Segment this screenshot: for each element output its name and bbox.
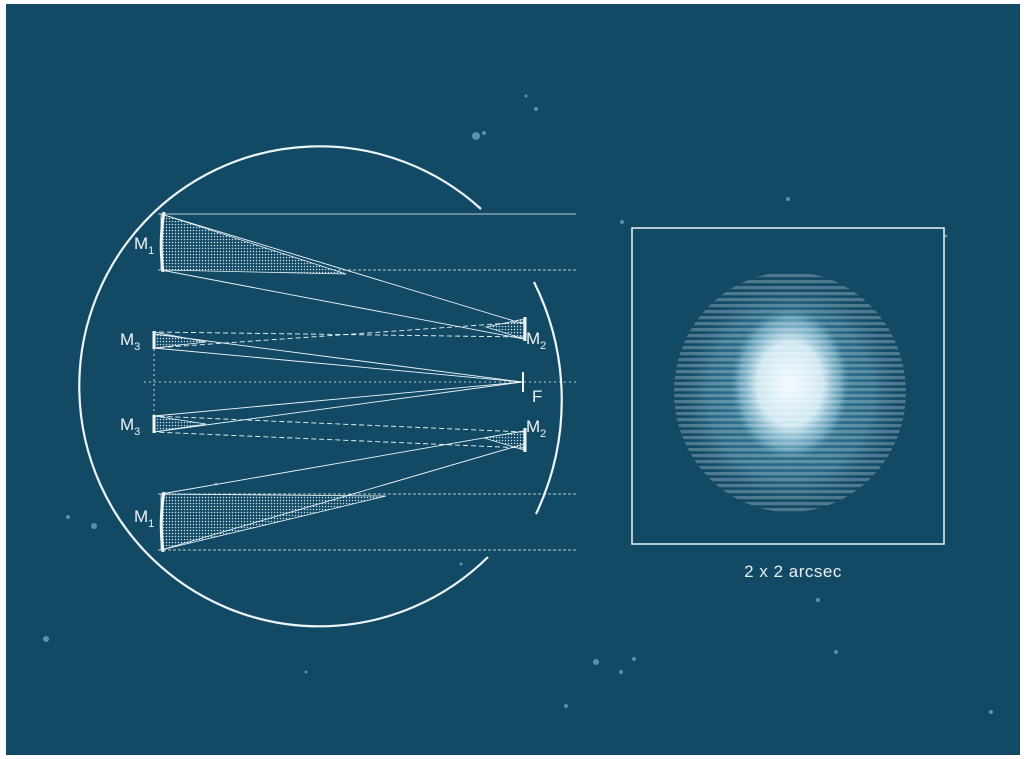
label-m2-upper: M2 — [526, 329, 546, 352]
label-focus: F — [532, 387, 542, 406]
enclosure-arc — [78, 145, 489, 628]
label-m2-lower: M2 — [526, 417, 546, 440]
mirror-m1-top — [159, 211, 166, 273]
label-m3-upper: M3 — [120, 330, 140, 353]
mirror-m1-bottom — [159, 491, 166, 553]
psf-frame — [631, 227, 945, 545]
label-m3-lower: M3 — [120, 415, 140, 438]
speckle-noise — [43, 94, 993, 714]
ray-paths — [153, 213, 525, 551]
label-m1-top: M1 — [134, 234, 154, 257]
psf-caption: 2 x 2 arcsec — [744, 562, 842, 581]
psf-image — [631, 227, 945, 545]
telescope-diagram: M1 M3 M3 M1 M2 M2 F 2 x 2 arcsec — [6, 4, 1020, 755]
secondary-arc — [533, 281, 563, 515]
mirrors — [152, 211, 527, 553]
figure-frame: M1 M3 M3 M1 M2 M2 F 2 x 2 arcsec — [6, 4, 1020, 755]
label-m1-bottom: M1 — [134, 507, 154, 530]
incoming-beams — [144, 213, 576, 551]
